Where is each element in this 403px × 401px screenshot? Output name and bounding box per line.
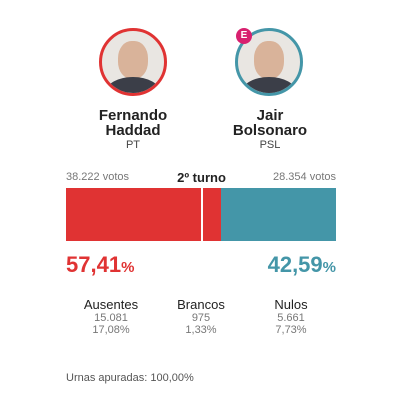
- round: 2º turno: [177, 170, 226, 185]
- party: PT: [125, 139, 141, 151]
- bar-segment: [221, 188, 336, 241]
- candidate-photo: [235, 28, 303, 96]
- percent: 57,41%: [66, 252, 134, 278]
- name-line: Bolsonaro: [232, 122, 308, 139]
- stat-share: 17,08%: [92, 324, 130, 336]
- majority-line: [201, 188, 203, 241]
- votes: 28.354 votos: [273, 171, 336, 183]
- percent-number: 57,41: [66, 252, 122, 277]
- stat-count: 5.661: [277, 312, 305, 324]
- footer: Urnas apuradas: 100,00%: [66, 372, 194, 384]
- name-line: Fernando: [98, 107, 168, 124]
- percent: 42,59%: [268, 252, 336, 278]
- stat-label: Ausentes: [83, 297, 139, 312]
- percent-unit: %: [121, 259, 135, 276]
- bar-segment: [66, 188, 221, 241]
- candidate-name: Jair Bolsonaro: [210, 108, 330, 138]
- elected-badge: E: [236, 28, 252, 44]
- stat-share: 7,73%: [275, 324, 307, 336]
- stat-label: Nulos: [274, 297, 308, 312]
- result-bar: [66, 188, 336, 241]
- stat: Ausentes 15.081 17,08%: [66, 297, 156, 336]
- stat: Nulos 5.661 7,73%: [246, 297, 336, 336]
- party: PSL: [259, 139, 281, 151]
- name-line: Haddad: [105, 122, 161, 139]
- stat: Brancos 975 1,33%: [156, 297, 246, 336]
- candidate-photo: [99, 28, 167, 96]
- votes: 38.222 votos: [66, 171, 129, 183]
- stat-label: Brancos: [177, 297, 225, 312]
- name-line: Jair: [256, 107, 284, 124]
- stat-count: 975: [191, 312, 211, 324]
- percent-unit: %: [322, 259, 336, 276]
- stat-count: 15.081: [94, 312, 128, 324]
- percent-number: 42,59: [267, 252, 323, 277]
- stat-share: 1,33%: [185, 324, 217, 336]
- candidate-name: Fernando Haddad: [73, 108, 193, 138]
